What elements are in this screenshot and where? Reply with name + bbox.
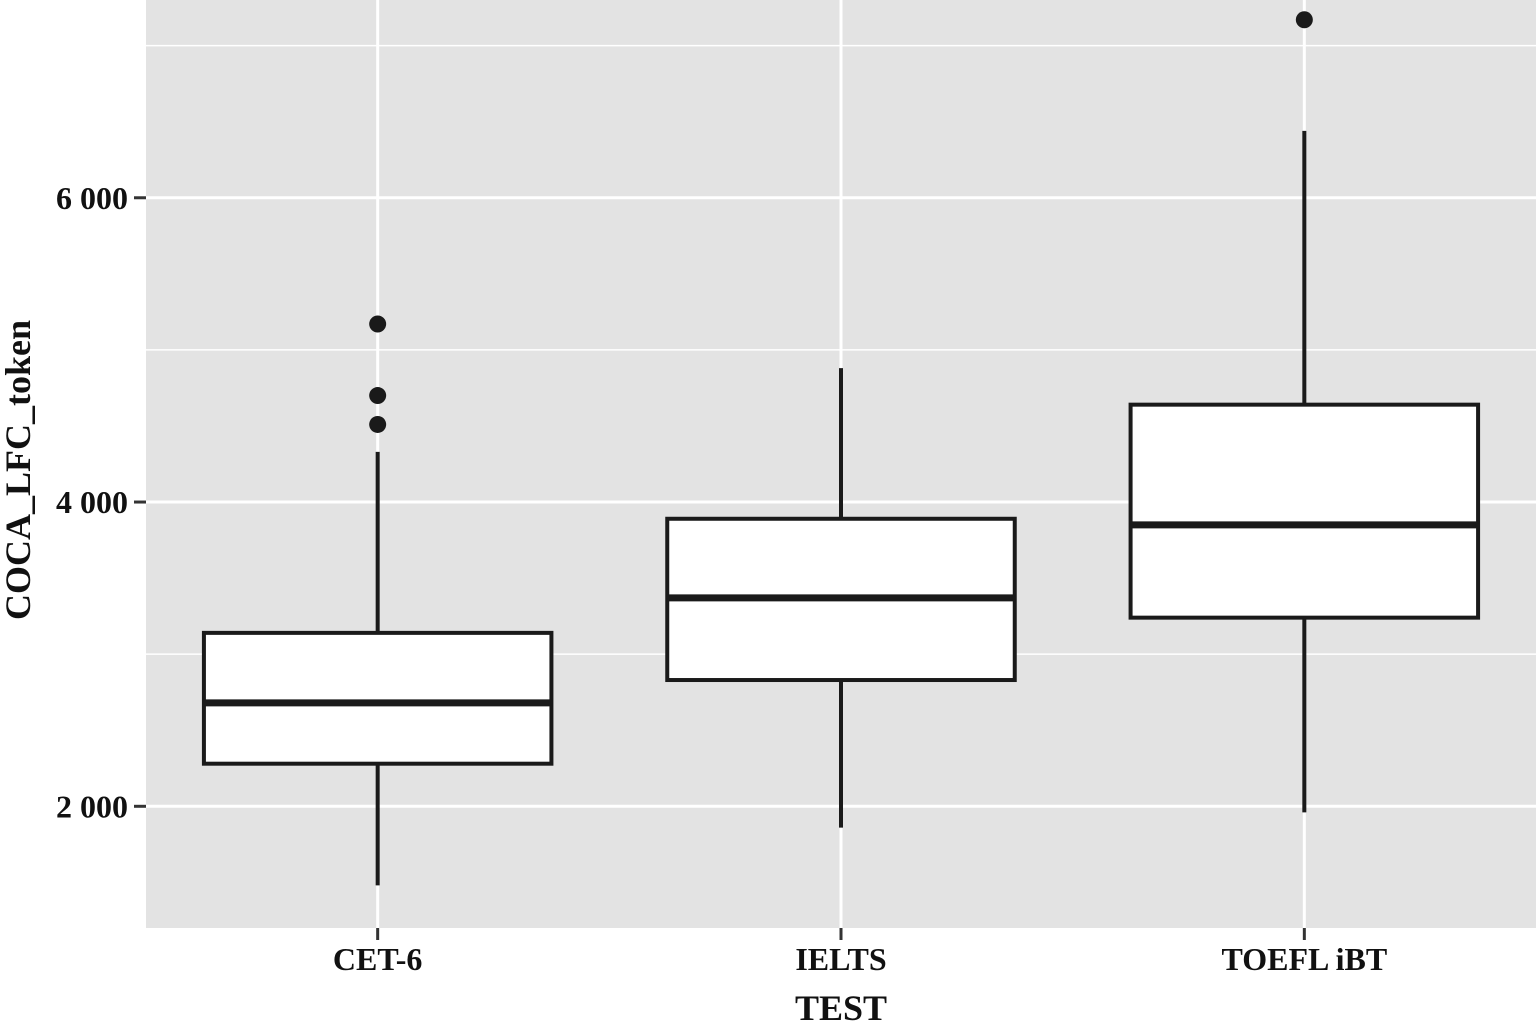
outlier-point	[369, 415, 387, 433]
box-toefl-ibt	[1128, 11, 1481, 813]
y-axis-title: COCA_LFC_token	[0, 320, 38, 620]
y-tick-labels: 2 000 4 000 6 000	[56, 180, 128, 825]
x-tick-label: TOEFL iBT	[1221, 941, 1387, 977]
box-cet-6	[201, 315, 554, 886]
x-axis-title: TEST	[795, 988, 887, 1023]
outlier-point	[1295, 11, 1313, 29]
axis-ticks	[134, 196, 1306, 940]
x-tick-label: IELTS	[795, 941, 886, 977]
outlier-point	[369, 387, 387, 405]
x-tick-labels: CET-6 IELTS TOEFL iBT	[333, 941, 1387, 977]
box-series	[201, 11, 1481, 886]
y-tick-label: 2 000	[56, 788, 128, 824]
iqr-box	[1128, 402, 1481, 620]
iqr-box	[201, 630, 554, 766]
box-ielts	[665, 368, 1017, 828]
y-tick-label: 4 000	[56, 484, 128, 520]
x-tick-label: CET-6	[333, 941, 423, 977]
y-tick-label: 6 000	[56, 180, 128, 216]
outlier-point	[369, 315, 387, 333]
